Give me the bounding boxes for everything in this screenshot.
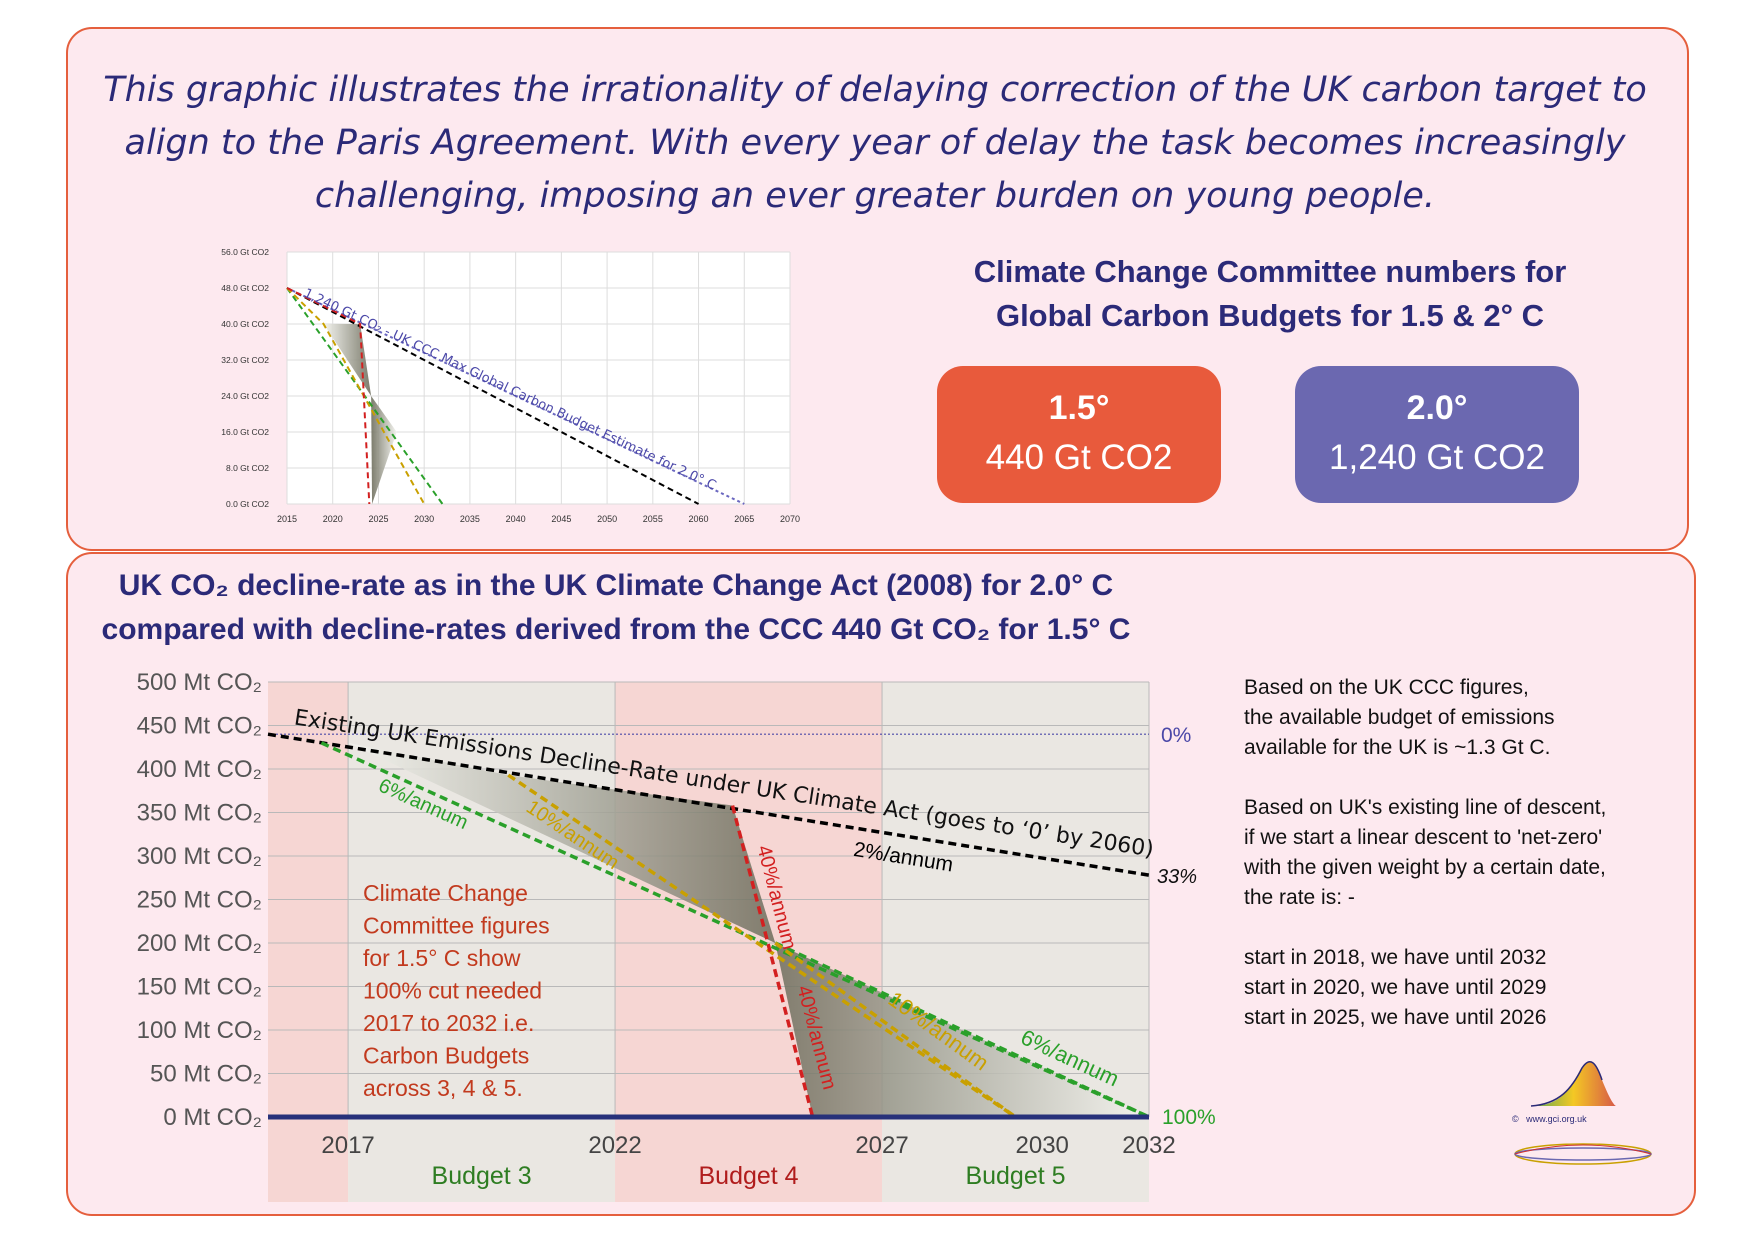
small-y-tick: 56.0 Gt CO2 <box>221 247 269 257</box>
note-line: start in 2020, we have until 2029 <box>1244 976 1547 999</box>
ccc-note-line: Committee figures <box>363 913 550 939</box>
budget-card-amount: 440 Gt CO2 <box>985 438 1173 477</box>
uk-x-tick: 2017 <box>321 1132 374 1159</box>
small-y-tick: 24.0 Gt CO2 <box>221 391 269 401</box>
ccc-note-line: Climate Change <box>363 880 528 906</box>
small-series-line <box>286 287 371 505</box>
shaded-wedge-upper <box>348 742 776 943</box>
uk-series-line <box>267 732 1150 877</box>
side-notes: Based on the UK CCC figures, the availab… <box>1244 673 1704 1033</box>
small-x-tick: 2020 <box>323 514 343 524</box>
ccc-title-line2: Global Carbon Budgets for 1.5 & 2° C <box>995 298 1545 333</box>
small-y-tick: 8.0 Gt CO2 <box>226 463 269 473</box>
small-series-line <box>286 287 700 505</box>
small-shaded-wedge <box>323 324 372 396</box>
uk-x-tick: 2027 <box>855 1132 908 1159</box>
note-line: the available budget of emissions <box>1244 706 1555 729</box>
small-plot-area <box>287 252 790 504</box>
note-line: Based on the UK CCC figures, <box>1244 676 1529 699</box>
small-y-tick: 0.0 Gt CO2 <box>226 499 269 509</box>
uk-y-tick: 50 Mt CO₂ <box>150 1061 262 1088</box>
small-x-tick: 2025 <box>368 514 388 524</box>
budget-band <box>882 682 1149 1202</box>
gci-logo <box>1514 1061 1652 1165</box>
uk-chart: 0 Mt CO₂ 50 Mt CO₂ 100 Mt CO₂ 150 Mt CO₂ 200… <box>137 669 1216 1202</box>
ccc-note-line: across 3, 4 & 5. <box>363 1075 523 1101</box>
ccc-note-line: Carbon Budgets <box>363 1043 529 1069</box>
ccc-note-line: 100% cut needed <box>363 978 542 1004</box>
note-line: Based on UK's existing line of descent, <box>1244 796 1607 819</box>
small-series-line <box>286 287 745 505</box>
uk-series-line <box>730 805 815 1118</box>
uk-x-tick: 2022 <box>588 1132 641 1159</box>
uk-y-tick: 100 Mt CO₂ <box>137 1017 262 1044</box>
pct-label-0: 0% <box>1161 724 1191 747</box>
small-y-tick: 48.0 Gt CO2 <box>221 283 269 293</box>
small-x-tick: 2030 <box>414 514 434 524</box>
shaded-wedge-lower <box>775 943 1149 1117</box>
uk-x-tick: 2030 <box>1016 1132 1069 1159</box>
uk-title-line1: UK CO₂ decline-rate as in the UK Climate… <box>118 569 1114 602</box>
uk-x-tick: 2032 <box>1122 1132 1175 1159</box>
small-x-tick: 2070 <box>780 514 800 524</box>
budget-label: Budget 5 <box>965 1162 1065 1190</box>
budget-card-degree: 2.0° <box>1406 389 1468 427</box>
uk-y-tick: 250 Mt CO₂ <box>137 887 262 914</box>
uk-title-line2: compared with decline-rates derived from… <box>101 613 1131 646</box>
small-series-line <box>286 287 426 505</box>
small-x-tick: 2065 <box>734 514 754 524</box>
uk-y-tick: 450 Mt CO₂ <box>137 713 262 740</box>
small-x-tick: 2050 <box>597 514 617 524</box>
ccc-title-line1: Climate Change Committee numbers for <box>973 254 1567 289</box>
small-y-tick: 32.0 Gt CO2 <box>221 355 269 365</box>
small-x-tick: 2040 <box>506 514 526 524</box>
uk-y-tick: 0 Mt CO₂ <box>163 1104 262 1131</box>
note-line: with the given weight by a certain date, <box>1244 856 1606 879</box>
small-x-tick: 2015 <box>277 514 297 524</box>
small-chart: 2015 2020 2025 2030 2035 2040 2045 2050 2055 2060… <box>221 247 800 524</box>
ccc-note-line: for 1.5° C show <box>363 945 521 971</box>
small-x-tick: 2055 <box>643 514 663 524</box>
ccc-title: Climate Change Committee numbers for Glo… <box>920 250 1620 338</box>
budget-card-1-5: 1.5° 440 Gt CO2 <box>937 366 1221 503</box>
uk-series-line <box>507 773 1017 1119</box>
uk-y-tick: 300 Mt CO₂ <box>137 843 262 870</box>
note-line: start in 2018, we have until 2032 <box>1244 946 1547 969</box>
small-y-tick: 16.0 Gt CO2 <box>221 427 269 437</box>
band-pre-budget <box>268 682 349 1202</box>
uk-series-line <box>774 941 1017 1119</box>
small-x-tick: 2035 <box>460 514 480 524</box>
budget-label: Budget 4 <box>698 1162 798 1190</box>
small-x-tick: 2045 <box>551 514 571 524</box>
uk-chart-title: UK CO₂ decline-rate as in the UK Climate… <box>96 564 1136 652</box>
uk-y-tick: 500 Mt CO₂ <box>137 669 262 696</box>
pct-label-33: 33% <box>1157 866 1197 888</box>
note-line: if we start a linear descent to 'net-zer… <box>1244 826 1603 849</box>
budget-card-2-0: 2.0° 1,240 Gt CO2 <box>1295 366 1579 503</box>
uk-y-tick: 350 Mt CO₂ <box>137 800 262 827</box>
small-x-tick: 2060 <box>689 514 709 524</box>
small-shaded-wedge <box>371 396 397 504</box>
uk-series-line <box>774 941 1150 1119</box>
pct-label-100: 100% <box>1162 1106 1216 1129</box>
budget-card-degree: 1.5° <box>1048 389 1110 427</box>
budget-card-amount: 1,240 Gt CO2 <box>1329 438 1545 477</box>
logo-caption: © www.gci.org.uk <box>1512 1114 1587 1124</box>
ccc-note-line: 2017 to 2032 i.e. <box>363 1010 534 1036</box>
budget-label: Budget 3 <box>432 1162 532 1190</box>
uk-y-tick: 150 Mt CO₂ <box>137 974 262 1001</box>
note-line: available for the UK is ~1.3 Gt C. <box>1244 736 1551 759</box>
uk-y-tick: 400 Mt CO₂ <box>137 756 262 783</box>
note-line: the rate is: - <box>1244 886 1355 909</box>
intro-text: This graphic illustrates the irrationali… <box>103 70 1647 216</box>
small-y-tick: 40.0 Gt CO2 <box>221 319 269 329</box>
uk-y-tick: 200 Mt CO₂ <box>137 930 262 957</box>
note-line: start in 2025, we have until 2026 <box>1244 1006 1547 1029</box>
